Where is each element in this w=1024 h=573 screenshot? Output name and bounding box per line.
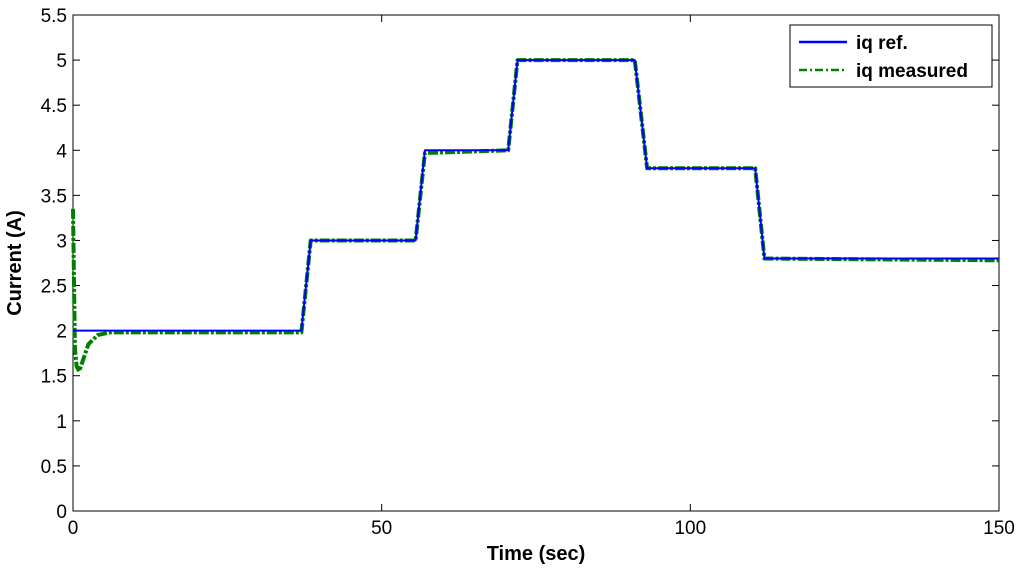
legend-box [789, 24, 993, 88]
x-tick-label: 150 [983, 518, 1015, 539]
x-tick-label: 100 [674, 518, 706, 539]
x-axis-label: Time (sec) [487, 543, 586, 565]
x-tick-label: 50 [371, 518, 392, 539]
y-tick-label: 1.5 [41, 367, 67, 388]
y-tick-label: 4 [56, 141, 67, 162]
y-axis-label: Current (A) [4, 210, 26, 316]
y-tick-label: 2.5 [41, 277, 67, 298]
series-group [71, 58, 1000, 374]
legend-label-iq-measured: iq measured [856, 61, 968, 82]
y-tick-label: 1 [56, 412, 67, 433]
legend: iq ref. iq measured [789, 24, 993, 88]
y-tick-label: 3.5 [41, 186, 67, 207]
y-tick-label: 0 [56, 502, 67, 523]
x-axis: 0 50 100 150 [68, 15, 1015, 539]
y-tick-label: 0.5 [41, 457, 67, 478]
plot-area [72, 14, 1000, 512]
y-tick-label: 3 [56, 231, 67, 252]
y-tick-label: 5.5 [41, 6, 67, 27]
legend-label-iq-ref: iq ref. [856, 33, 908, 54]
y-axis: 0 0.5 1 1.5 2 2.5 3 3.5 4 4.5 5 5.5 [41, 6, 999, 523]
x-tick-label: 0 [68, 518, 79, 539]
series-line-iq-ref [73, 59, 999, 332]
y-tick-label: 2 [56, 322, 67, 343]
y-tick-label: 5 [56, 51, 67, 72]
y-tick-label: 4.5 [41, 96, 67, 117]
